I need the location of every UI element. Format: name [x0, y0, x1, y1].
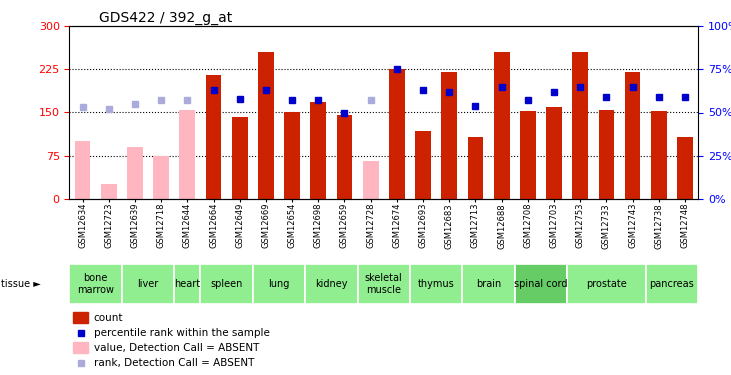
Text: count: count: [94, 313, 123, 323]
Text: GDS422 / 392_g_at: GDS422 / 392_g_at: [99, 11, 232, 25]
Bar: [253, 264, 306, 304]
Bar: [442, 72, 457, 199]
Bar: [205, 75, 221, 199]
Text: skeletal
muscle: skeletal muscle: [365, 273, 403, 295]
Bar: [101, 184, 117, 199]
Bar: [567, 264, 645, 304]
Bar: [311, 102, 326, 199]
Bar: [232, 117, 248, 199]
Bar: [69, 264, 122, 304]
Bar: [468, 137, 483, 199]
Bar: [200, 264, 253, 304]
Text: tissue ►: tissue ►: [1, 279, 40, 289]
Text: liver: liver: [137, 279, 159, 289]
Text: lung: lung: [268, 279, 289, 289]
Bar: [357, 264, 410, 304]
Bar: [180, 110, 195, 199]
Bar: [73, 342, 88, 353]
Bar: [572, 52, 588, 199]
Bar: [306, 264, 357, 304]
Text: value, Detection Call = ABSENT: value, Detection Call = ABSENT: [94, 343, 259, 353]
Bar: [389, 69, 405, 199]
Text: percentile rank within the sample: percentile rank within the sample: [94, 328, 270, 338]
Text: pancreas: pancreas: [650, 279, 694, 289]
Bar: [520, 111, 536, 199]
Text: heart: heart: [174, 279, 200, 289]
Text: prostate: prostate: [586, 279, 626, 289]
Bar: [599, 110, 614, 199]
Bar: [677, 137, 693, 199]
Bar: [546, 107, 562, 199]
Bar: [651, 111, 667, 199]
Bar: [75, 141, 91, 199]
Bar: [284, 112, 300, 199]
Bar: [73, 312, 88, 323]
Bar: [625, 72, 640, 199]
Bar: [493, 52, 510, 199]
Text: kidney: kidney: [315, 279, 348, 289]
Bar: [410, 264, 462, 304]
Text: bone
marrow: bone marrow: [77, 273, 114, 295]
Text: rank, Detection Call = ABSENT: rank, Detection Call = ABSENT: [94, 358, 254, 368]
Bar: [154, 156, 169, 199]
Text: thymus: thymus: [418, 279, 455, 289]
Bar: [127, 147, 143, 199]
Bar: [122, 264, 174, 304]
Bar: [515, 264, 567, 304]
Bar: [258, 52, 273, 199]
Text: brain: brain: [476, 279, 501, 289]
Text: spinal cord: spinal cord: [514, 279, 568, 289]
Bar: [336, 116, 352, 199]
Bar: [174, 264, 200, 304]
Bar: [363, 161, 379, 199]
Bar: [462, 264, 515, 304]
Bar: [645, 264, 698, 304]
Bar: [415, 131, 431, 199]
Text: spleen: spleen: [211, 279, 243, 289]
